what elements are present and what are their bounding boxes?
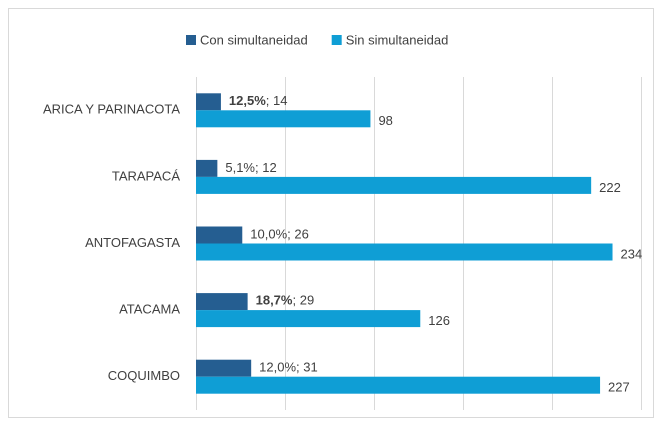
data-label: 12,0%; 31 [259, 360, 318, 375]
data-label-percent: 12,5% [229, 93, 266, 108]
chart-frame [8, 8, 654, 418]
bar [196, 226, 243, 244]
y-tick-label: COQUIMBO [108, 368, 180, 383]
bar [196, 176, 592, 194]
bar [196, 376, 601, 394]
bar [196, 93, 221, 111]
data-label: 234 [621, 246, 643, 261]
y-tick-label: ATACAMA [119, 302, 180, 317]
data-label: 12,5%; 14 [229, 93, 288, 108]
y-tick-label: ANTOFAGASTA [85, 235, 180, 250]
legend-swatch [186, 35, 196, 45]
bar [196, 359, 252, 377]
bar [196, 310, 421, 328]
data-label: 227 [608, 380, 630, 395]
y-tick-label: TARAPACÁ [112, 168, 180, 183]
data-label-count: ; 29 [292, 293, 314, 308]
data-label-count: ; 14 [266, 93, 288, 108]
data-label: 10,0%; 26 [250, 226, 309, 241]
data-label: 126 [428, 313, 450, 328]
data-label: 98 [378, 113, 392, 128]
data-label: 222 [599, 180, 621, 195]
y-tick-label: ARICA Y PARINACOTA [43, 102, 180, 117]
bar [196, 243, 613, 261]
bar [196, 110, 371, 128]
legend-label: Sin simultaneidad [346, 32, 449, 47]
bar [196, 293, 248, 311]
bar [196, 159, 218, 177]
data-label: 5,1%; 12 [225, 160, 276, 175]
legend-label: Con simultaneidad [200, 32, 308, 47]
data-label: 18,7%; 29 [256, 293, 315, 308]
legend-swatch [331, 35, 342, 45]
data-label-percent: 18,7% [256, 293, 293, 308]
